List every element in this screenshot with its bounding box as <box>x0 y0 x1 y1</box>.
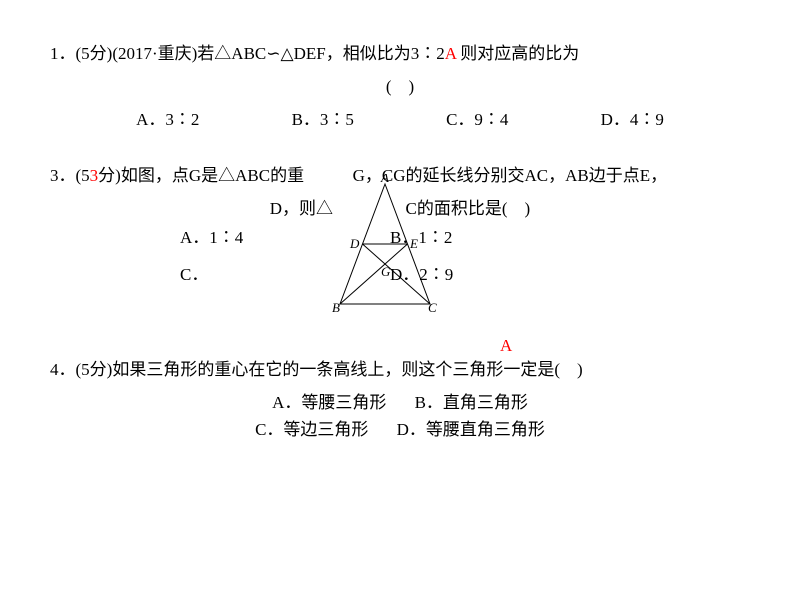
triangle-diagram: A B C D E G <box>310 174 460 324</box>
q1-option-A: A．3∶2 <box>136 106 199 133</box>
q3-stem-part-b: 分)如图，点G是△ABC的重 <box>98 166 304 185</box>
q3-annotation-left: 3 <box>90 166 99 185</box>
q4-option-C: C．等边三角形 <box>255 416 368 443</box>
q4-option-B: B．直角三角形 <box>415 389 528 416</box>
q4-options-row1: A．等腰三角形 B．直角三角形 <box>50 389 750 416</box>
q1-option-D: D．4∶9 <box>601 106 664 133</box>
diag-label-E: E <box>409 236 418 251</box>
q1-option-B: B．3∶5 <box>292 106 354 133</box>
q4-option-A: A．等腰三角形 <box>272 389 386 416</box>
q1-paren: ( ) <box>50 73 750 100</box>
q1-stem-line: 1．(5分)(2017·重庆)若△ABC∽△DEF，相似比为3∶2A 则对应高的… <box>50 40 750 67</box>
question-1: 1．(5分)(2017·重庆)若△ABC∽△DEF，相似比为3∶2A 则对应高的… <box>50 40 750 134</box>
q1-stem-part1: 1．(5分)(2017·重庆)若△ABC∽△DEF，相似比为3∶2 <box>50 44 445 63</box>
page: 1．(5分)(2017·重庆)若△ABC∽△DEF，相似比为3∶2A 则对应高的… <box>0 0 800 443</box>
diag-label-C: C <box>428 300 437 315</box>
q1-stem-part2: 则对应高的比为 <box>456 44 579 63</box>
q4-option-D: D．等腰直角三角形 <box>397 416 545 443</box>
q1-options: A．3∶2 B．3∶5 C．9∶4 D．4∶9 <box>50 106 750 133</box>
q1-option-C: C．9∶4 <box>446 106 508 133</box>
diag-label-G: G <box>381 264 391 279</box>
q4-options-row2: C．等边三角形 D．等腰直角三角形 <box>50 416 750 443</box>
question-3: 3．(53分)如图，点G是△ABC的重 G，CG的延长线分别交AC，AB边于点E… <box>50 162 750 322</box>
q3-stem-part-a: 3．(5 <box>50 166 90 185</box>
question-4: A 4．(5分)如果三角形的重心在它的一条高线上，则这个三角形一定是( ) A．… <box>50 356 750 444</box>
q4-stem: 4．(5分)如果三角形的重心在它的一条高线上，则这个三角形一定是( ) <box>50 356 750 383</box>
diag-label-B: B <box>332 300 340 315</box>
q4-annotation-A: A <box>500 332 512 359</box>
q1-annotation-A: A <box>445 44 456 63</box>
diag-label-A: A <box>380 174 389 185</box>
diag-label-D: D <box>349 236 360 251</box>
